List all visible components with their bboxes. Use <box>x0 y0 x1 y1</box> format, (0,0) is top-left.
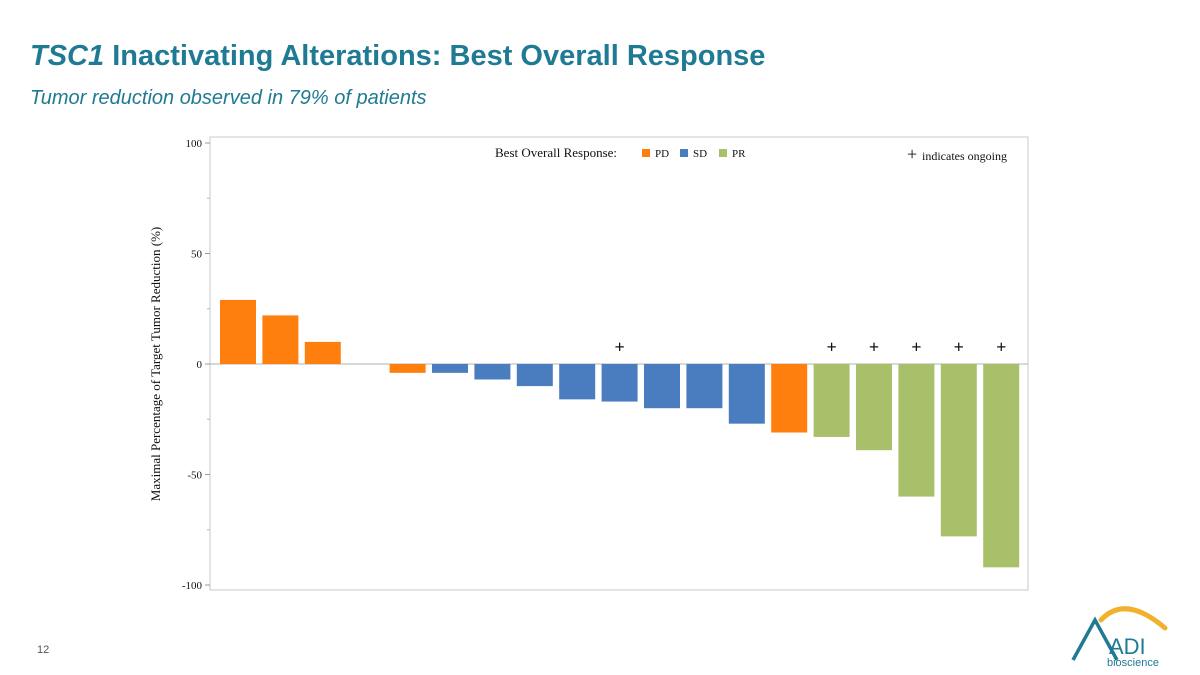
ongoing-plus-marker: + <box>954 337 964 357</box>
legend-label-pd: PD <box>655 148 669 160</box>
bar-pd <box>262 315 299 364</box>
bar-sd <box>728 364 765 424</box>
legend-entries: PD SD PR <box>642 148 746 160</box>
bar-sd <box>474 364 511 380</box>
logo-text: bioscience <box>1107 657 1159 669</box>
bar-sd <box>686 364 723 409</box>
y-tick-label: 100 <box>186 138 203 150</box>
bar-pr <box>856 364 892 451</box>
legend-swatch-pd <box>642 149 650 157</box>
bar-sd <box>601 364 638 402</box>
legend-label-pr: PR <box>732 148 746 160</box>
bar-pr <box>983 364 1020 568</box>
bar-pd <box>389 364 426 373</box>
ongoing-plus-marker: + <box>996 337 1006 357</box>
bar-sd <box>432 364 468 373</box>
ongoing-markers-group: + + + + + + <box>614 337 1006 357</box>
bar-pd <box>771 364 808 433</box>
y-axis-label: Maximal Percentage of Target Tumor Reduc… <box>148 227 163 501</box>
legend: Best Overall Response: PD SD PR <box>495 145 746 160</box>
y-axis: 100 50 0 -50 -100 <box>182 138 210 592</box>
ongoing-plus-marker: + <box>826 337 836 357</box>
legend-swatch-sd <box>680 149 688 157</box>
bar-sd <box>559 364 596 400</box>
ongoing-note: + indicates ongoing <box>907 144 1007 164</box>
ongoing-plus-marker: + <box>911 337 921 357</box>
y-tick-label: 50 <box>191 249 203 261</box>
bar-pr <box>940 364 977 537</box>
logo-a-mark <box>1071 616 1119 661</box>
slide-title-gene: TSC1 <box>30 40 105 72</box>
legend-swatch-pr <box>719 149 727 157</box>
y-tick-label: 0 <box>197 359 203 371</box>
bars-group <box>220 299 1020 568</box>
legend-title: Best Overall Response: <box>495 145 617 160</box>
slide-subtitle: Tumor reduction observed in 79% of patie… <box>30 87 427 109</box>
bar-pr <box>898 364 935 497</box>
slide-title: TSC1 Inactivating Alterations: Best Over… <box>30 40 765 73</box>
y-tick-label: -100 <box>182 580 203 592</box>
bar-sd <box>516 364 553 387</box>
bar-pr <box>813 364 850 437</box>
legend-label-sd: SD <box>693 148 707 160</box>
page-number: 12 <box>37 644 50 656</box>
waterfall-chart: 100 50 0 -50 -100 Maximal Percentage of Targ… <box>148 136 1029 592</box>
ongoing-note-text: indicates ongoing <box>922 149 1007 163</box>
ongoing-note-symbol: + <box>907 144 917 164</box>
logo-mark-text: ADI <box>1109 634 1146 659</box>
bar-pd <box>220 299 256 364</box>
slide-title-rest: Inactivating Alterations: Best Overall R… <box>104 40 766 72</box>
bar-pd <box>304 341 341 364</box>
logo-arc <box>1098 606 1168 631</box>
bar-sd <box>644 364 680 409</box>
y-tick-label: -50 <box>187 470 202 482</box>
company-logo: ADI bioscience <box>1071 606 1168 669</box>
ongoing-plus-marker: + <box>614 337 624 357</box>
ongoing-plus-marker: + <box>869 337 879 357</box>
